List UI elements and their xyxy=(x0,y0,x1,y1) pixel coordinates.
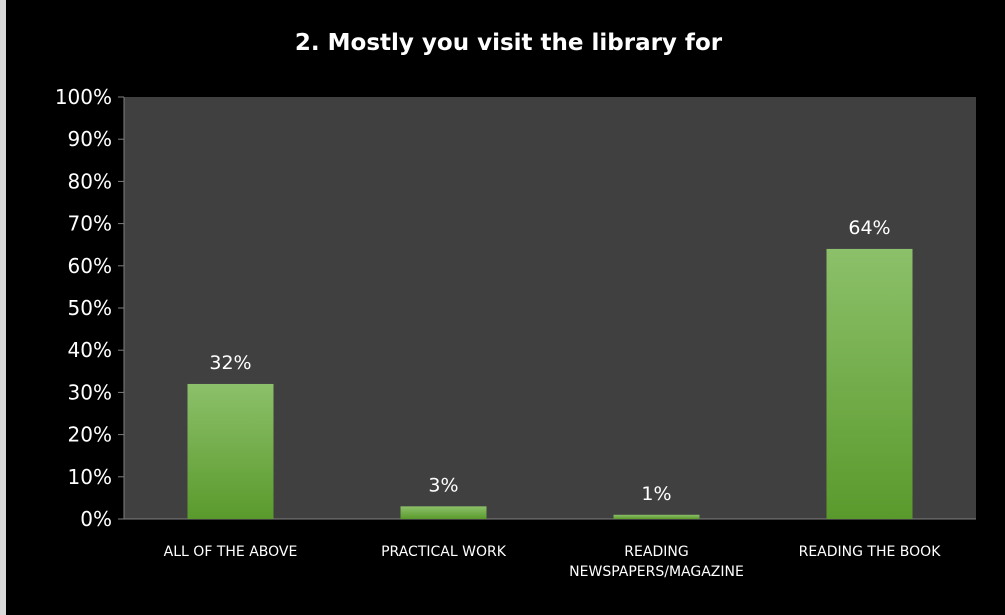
y-tick-label: 100% xyxy=(55,85,112,109)
y-tick-label: 70% xyxy=(68,212,112,236)
bar xyxy=(400,506,487,519)
y-tick-label: 60% xyxy=(68,254,112,278)
data-label: 64% xyxy=(848,217,890,239)
bar xyxy=(826,248,913,520)
x-category-label: ALL OF THE ABOVE xyxy=(164,544,298,560)
y-tick-label: 30% xyxy=(68,380,112,404)
chart-title: 2. Mostly you visit the library for xyxy=(294,30,723,56)
y-tick-label: 50% xyxy=(68,296,112,320)
bar-chart: 0% 10% 20% 30% 40% 50% 60% 70% 80% 90% 100% 32% 3% 1… xyxy=(55,85,976,580)
data-label: 1% xyxy=(641,483,671,505)
y-tick-label: 90% xyxy=(68,127,112,151)
y-tick-label: 20% xyxy=(68,423,112,447)
y-tick-label: 0% xyxy=(80,507,112,531)
data-label: 3% xyxy=(428,474,458,496)
bar xyxy=(187,383,274,519)
bar-series: 32% 3% 1% 64% xyxy=(187,217,913,520)
x-category-label: PRACTICAL WORK xyxy=(381,544,507,560)
x-axis: ALL OF THE ABOVE PRACTICAL WORK READING NEW… xyxy=(164,544,942,580)
x-category-label: READING NEWSPAPERS/MAGAZINE xyxy=(569,544,744,580)
y-tick-label: 40% xyxy=(68,338,112,362)
x-category-label: READING THE BOOK xyxy=(799,544,942,560)
y-tick-label: 10% xyxy=(68,465,112,489)
y-tick-label: 80% xyxy=(68,169,112,193)
data-label: 32% xyxy=(209,352,251,374)
bar xyxy=(613,514,700,519)
y-axis: 0% 10% 20% 30% 40% 50% 60% 70% 80% 90% 100% xyxy=(55,85,976,531)
